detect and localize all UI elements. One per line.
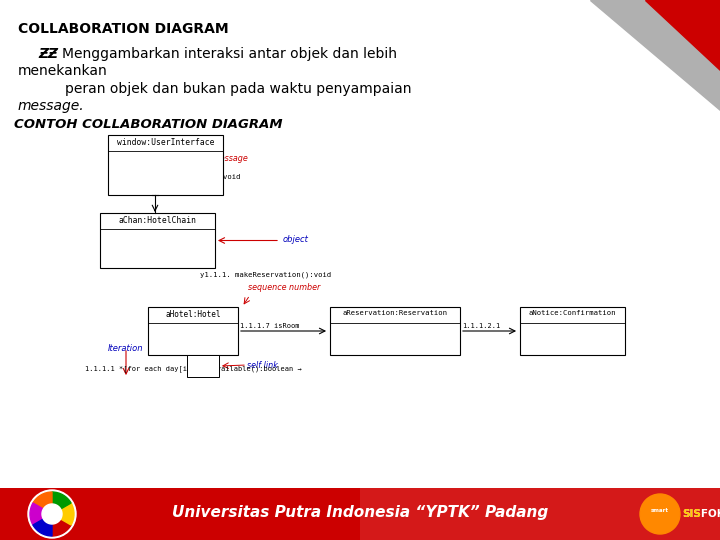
Text: Iteration: Iteration [108, 344, 143, 353]
Circle shape [640, 494, 680, 534]
Text: CONTOH COLLABORATION DIAGRAM: CONTOH COLLABORATION DIAGRAM [14, 118, 282, 131]
Wedge shape [52, 492, 71, 509]
Bar [148, 307, 238, 355]
Bar [520, 307, 625, 355]
Bar [108, 135, 223, 195]
Text: y1.1.1. makeReservation():void: y1.1.1. makeReservation():void [200, 272, 331, 279]
Text: Menggambarkan interaksi antar objek dan lebih: Menggambarkan interaksi antar objek dan … [62, 47, 397, 61]
Text: ƵƵ: ƵƵ [38, 47, 58, 61]
Wedge shape [33, 492, 52, 509]
Text: window:UserInterface: window:UserInterface [117, 138, 215, 147]
Text: message.: message. [18, 99, 85, 113]
Wedge shape [33, 519, 52, 536]
Bar [360, 488, 720, 540]
Text: SIS: SIS [682, 509, 701, 519]
Text: 1.1.1 makeReservation():void: 1.1.1 makeReservation():void [118, 174, 240, 180]
Text: message: message [213, 154, 248, 163]
Text: Universitas Putra Indonesia “YPTK” Padang: Universitas Putra Indonesia “YPTK” Padan… [172, 504, 548, 519]
Text: object: object [283, 235, 309, 244]
Polygon shape [645, 0, 720, 70]
Polygon shape [590, 0, 720, 110]
Text: aReservation:Reservation: aReservation:Reservation [343, 310, 448, 316]
Text: aHotel:Hotel: aHotel:Hotel [166, 310, 221, 319]
Bar [0, 488, 720, 540]
Circle shape [28, 490, 76, 538]
Text: aNotice:Confirmation: aNotice:Confirmation [528, 310, 616, 316]
Text: 1.1.1.1 *[for each day[isRoom=available():boolean →: 1.1.1.1 *[for each day[isRoom=available(… [85, 365, 302, 372]
Wedge shape [60, 503, 74, 525]
Text: SISFOKAMPUS: SISFOKAMPUS [682, 509, 720, 519]
Text: COLLABORATION DIAGRAM: COLLABORATION DIAGRAM [18, 22, 229, 36]
Text: smart: smart [651, 509, 669, 514]
Wedge shape [30, 503, 43, 525]
Text: sequence number: sequence number [248, 283, 320, 292]
Text: aChan:HotelChain: aChan:HotelChain [119, 216, 197, 225]
Circle shape [42, 504, 62, 524]
Bar [100, 213, 215, 268]
Text: 1.1.1.2.1: 1.1.1.2.1 [462, 323, 500, 329]
Text: self link: self link [247, 361, 278, 369]
Bar [187, 355, 219, 377]
Wedge shape [52, 519, 71, 536]
Text: menekankan: menekankan [18, 64, 108, 78]
Text: 1.1.1.7 isRoom: 1.1.1.7 isRoom [240, 323, 300, 329]
Bar [330, 307, 460, 355]
Text: peran objek dan bukan pada waktu penyampaian: peran objek dan bukan pada waktu penyamp… [65, 82, 412, 96]
